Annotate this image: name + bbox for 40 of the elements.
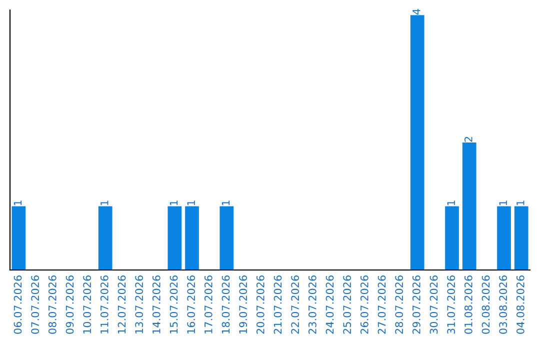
x-tick-label: 06.07.2026 <box>14 276 22 334</box>
data-label: 1 <box>187 200 195 206</box>
data-label: 1 <box>14 200 22 206</box>
data-label: 1 <box>170 200 178 206</box>
x-tick-label: 04.08.2026 <box>516 276 524 334</box>
x-tick-label: 18.07.2026 <box>222 276 230 334</box>
x-tick-label: 08.07.2026 <box>48 276 56 334</box>
x-tick-label: 23.07.2026 <box>308 276 316 334</box>
x-tick-label: 13.07.2026 <box>135 276 144 334</box>
x-tick-label: 01.08.2026 <box>464 276 472 334</box>
x-tick-label: 07.07.2026 <box>31 276 40 334</box>
data-label: 2 <box>464 136 472 142</box>
x-tick-label: 09.07.2026 <box>66 276 74 334</box>
x-tick-label: 19.07.2026 <box>239 276 248 334</box>
x-tick-label: 03.08.2026 <box>499 276 508 334</box>
data-label: 1 <box>100 200 108 206</box>
x-tick-label: 14.07.2026 <box>152 276 160 334</box>
x-tick-label: 22.07.2026 <box>291 276 300 334</box>
x-tick-label: 17.07.2026 <box>204 276 212 334</box>
x-tick-label: 21.07.2026 <box>274 276 282 334</box>
x-tick-label: 15.07.2026 <box>170 276 178 334</box>
x-tick-label: 29.07.2026 <box>412 276 420 334</box>
x-tick-label: 12.07.2026 <box>118 276 126 334</box>
x-tick-label: 28.07.2026 <box>395 276 404 334</box>
x-tick-label: 10.07.2026 <box>83 276 92 334</box>
data-label: 1 <box>222 200 230 206</box>
x-tick-label: 25.07.2026 <box>343 276 352 334</box>
x-tick-label: 26.07.2026 <box>360 276 368 334</box>
data-label: 1 <box>447 200 455 206</box>
data-label: 1 <box>516 200 524 206</box>
x-tick-label: 16.07.2026 <box>187 276 196 334</box>
x-tick-label: 31.07.2026 <box>447 276 456 334</box>
x-tick-label: 11.07.2026 <box>100 276 108 334</box>
x-tick-label: 02.08.2026 <box>482 276 490 334</box>
x-tick-label: 20.07.2026 <box>256 276 264 334</box>
data-label: 4 <box>412 9 420 15</box>
x-tick-label: 30.07.2026 <box>430 276 438 334</box>
data-label: 1 <box>499 200 507 206</box>
x-tick-label: 27.07.2026 <box>378 276 386 334</box>
x-tick-label: 24.07.2026 <box>326 276 334 334</box>
